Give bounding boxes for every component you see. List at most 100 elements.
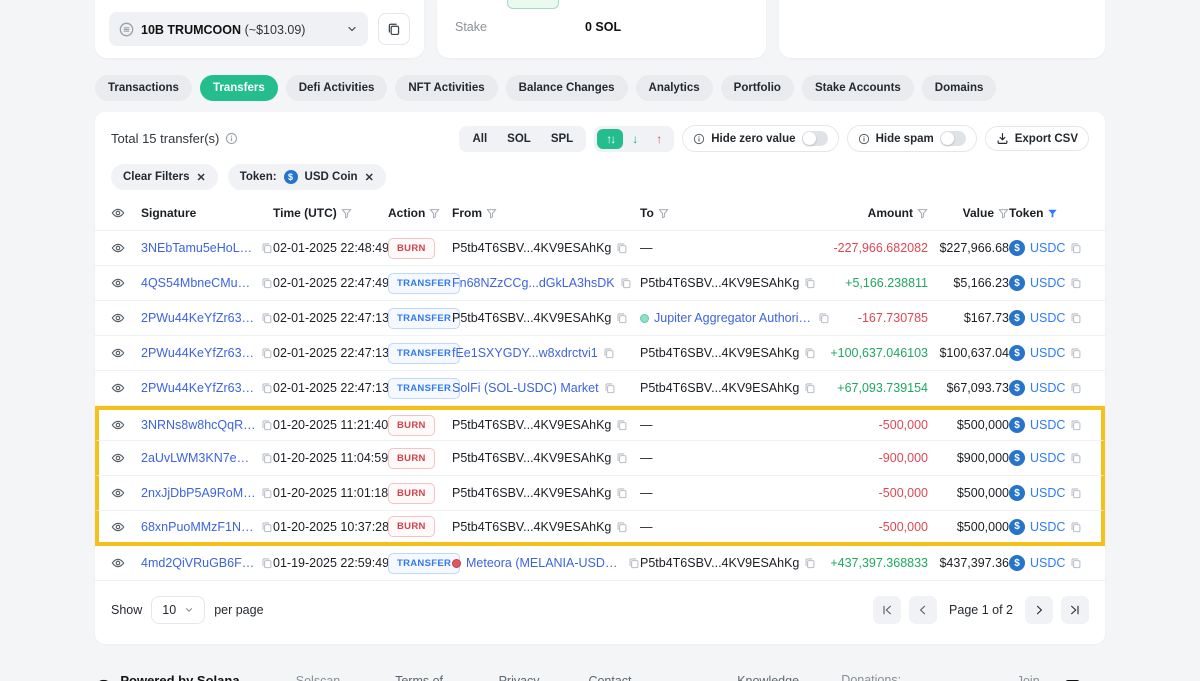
preview-eye-icon[interactable] bbox=[111, 346, 125, 360]
copy-icon[interactable] bbox=[1070, 419, 1082, 431]
token-link[interactable]: USDC bbox=[1030, 486, 1066, 500]
tab-analytics[interactable]: Analytics bbox=[635, 75, 713, 101]
preview-eye-icon[interactable] bbox=[111, 241, 125, 255]
copy-icon[interactable] bbox=[261, 277, 273, 289]
copy-icon[interactable] bbox=[804, 277, 816, 289]
type-option-all[interactable]: All bbox=[472, 132, 488, 145]
type-option-sol[interactable]: SOL bbox=[507, 132, 531, 145]
token-link[interactable]: USDC bbox=[1030, 241, 1066, 255]
preview-eye-icon[interactable] bbox=[111, 556, 125, 570]
preview-eye-icon[interactable] bbox=[111, 520, 125, 534]
hide-spam-pill[interactable]: Hide spam bbox=[846, 125, 977, 152]
token-link[interactable]: USDC bbox=[1030, 519, 1066, 534]
token-link[interactable]: USDC bbox=[1030, 556, 1066, 570]
copy-icon[interactable] bbox=[620, 277, 632, 289]
signature-link[interactable]: 3NEbTamu5eHoLQC... bbox=[141, 241, 256, 255]
tab-defi-activities[interactable]: Defi Activities bbox=[285, 75, 388, 101]
filter-icon[interactable] bbox=[917, 208, 928, 219]
copy-icon[interactable] bbox=[616, 452, 628, 464]
signature-link[interactable]: 68xnPuoMMzF1Nos... bbox=[141, 519, 256, 534]
copy-icon[interactable] bbox=[1070, 521, 1082, 533]
token-link[interactable]: USDC bbox=[1030, 381, 1066, 395]
copy-icon[interactable] bbox=[1070, 382, 1082, 394]
copy-icon[interactable] bbox=[1070, 452, 1082, 464]
copy-icon[interactable] bbox=[261, 382, 273, 394]
to-address[interactable]: P5tb4T6SBV...4KV9ESAhKg bbox=[640, 381, 800, 395]
copy-icon[interactable] bbox=[261, 487, 273, 499]
type-option-spl[interactable]: SPL bbox=[550, 132, 574, 145]
copy-icon[interactable] bbox=[804, 347, 816, 359]
copy-icon[interactable] bbox=[616, 312, 628, 324]
filter-icon[interactable] bbox=[658, 208, 669, 219]
preview-eye-icon[interactable] bbox=[111, 451, 125, 465]
copy-icon[interactable] bbox=[616, 419, 628, 431]
copy-icon[interactable] bbox=[261, 521, 273, 533]
copy-icon[interactable] bbox=[616, 242, 628, 254]
export-csv-button[interactable]: Export CSV bbox=[984, 126, 1089, 151]
copy-icon[interactable] bbox=[261, 312, 273, 324]
copy-icon[interactable] bbox=[1070, 277, 1082, 289]
from-address[interactable]: fEe1SXYGDY...w8xdrctvi1 bbox=[452, 346, 598, 360]
copy-icon[interactable] bbox=[261, 419, 273, 431]
first-page-button[interactable] bbox=[873, 596, 902, 624]
sort-in-button[interactable]: ↓ bbox=[632, 131, 639, 146]
copy-icon[interactable] bbox=[804, 557, 816, 569]
signature-link[interactable]: 3NRNs8w8hcQqRGH... bbox=[141, 418, 256, 432]
copy-icon[interactable] bbox=[261, 347, 273, 359]
copy-icon[interactable] bbox=[261, 242, 273, 254]
from-address[interactable]: P5tb4T6SBV...4KV9ESAhKg bbox=[452, 311, 612, 325]
token-link[interactable]: USDC bbox=[1030, 346, 1066, 360]
to-address[interactable]: P5tb4T6SBV...4KV9ESAhKg bbox=[640, 346, 800, 360]
filter-icon-active[interactable] bbox=[1047, 208, 1058, 219]
x-twitter-icon[interactable]: X bbox=[1064, 679, 1081, 681]
filter-icon[interactable] bbox=[486, 208, 497, 219]
tab-domains[interactable]: Domains bbox=[921, 75, 997, 101]
preview-eye-icon[interactable] bbox=[111, 486, 125, 500]
signature-link[interactable]: 4md2QiVRuGB6FQhf... bbox=[141, 556, 256, 570]
from-address[interactable]: P5tb4T6SBV...4KV9ESAhKg bbox=[452, 241, 612, 255]
from-address[interactable]: Fn68NZzCCg...dGkLA3hsDK bbox=[452, 276, 615, 290]
token-link[interactable]: USDC bbox=[1030, 418, 1066, 432]
copy-icon[interactable] bbox=[628, 557, 640, 569]
copy-icon[interactable] bbox=[616, 521, 628, 533]
copy-icon[interactable] bbox=[616, 487, 628, 499]
from-address[interactable]: P5tb4T6SBV...4KV9ESAhKg bbox=[452, 451, 612, 465]
signature-link[interactable]: 2nxJjDbP5A9RoMaN... bbox=[141, 486, 256, 500]
filter-icon[interactable] bbox=[998, 208, 1009, 219]
signature-link[interactable]: 2PWu44KeYfZr63V3... bbox=[141, 381, 256, 395]
token-link[interactable]: USDC bbox=[1030, 311, 1066, 325]
copy-icon[interactable] bbox=[1070, 312, 1082, 324]
close-icon[interactable]: ✕ bbox=[196, 171, 206, 184]
tab-transactions[interactable]: Transactions bbox=[95, 75, 192, 101]
signature-link[interactable]: 2PWu44KeYfZr63V3... bbox=[141, 346, 256, 360]
tab-nft-activities[interactable]: NFT Activities bbox=[395, 75, 498, 101]
tab-balance-changes[interactable]: Balance Changes bbox=[505, 75, 628, 101]
signature-link[interactable]: 4QS54MbneCMu2Tc... bbox=[141, 276, 256, 290]
sort-out-button[interactable]: ↑ bbox=[656, 131, 663, 146]
close-icon[interactable]: ✕ bbox=[364, 171, 374, 184]
hide-zero-toggle[interactable] bbox=[801, 131, 828, 146]
page-size-select[interactable]: 10 bbox=[151, 596, 206, 624]
from-address[interactable]: SolFi (SOL-USDC) Market bbox=[452, 381, 599, 395]
token-link[interactable]: USDC bbox=[1030, 276, 1066, 290]
to-address[interactable]: P5tb4T6SBV...4KV9ESAhKg bbox=[640, 276, 800, 290]
copy-icon[interactable] bbox=[1070, 347, 1082, 359]
preview-eye-icon[interactable] bbox=[111, 276, 125, 290]
copy-icon[interactable] bbox=[1070, 557, 1082, 569]
last-page-button[interactable] bbox=[1061, 596, 1089, 624]
filter-icon[interactable] bbox=[341, 208, 352, 219]
copy-icon[interactable] bbox=[1070, 242, 1082, 254]
from-address[interactable]: P5tb4T6SBV...4KV9ESAhKg bbox=[452, 418, 612, 432]
footer-link-privacy-policy[interactable]: Privacy Policy bbox=[498, 674, 540, 681]
from-address[interactable]: P5tb4T6SBV...4KV9ESAhKg bbox=[452, 519, 612, 534]
copy-account-button[interactable] bbox=[378, 13, 410, 45]
preview-eye-icon[interactable] bbox=[111, 381, 125, 395]
signature-link[interactable]: 2aUvLWM3KN7epdS... bbox=[141, 451, 256, 465]
hide-spam-toggle[interactable] bbox=[939, 131, 966, 146]
preview-eye-icon[interactable] bbox=[111, 311, 125, 325]
filter-icon[interactable] bbox=[429, 208, 440, 219]
copy-icon[interactable] bbox=[261, 452, 273, 464]
copy-icon[interactable] bbox=[818, 312, 830, 324]
copy-icon[interactable] bbox=[603, 347, 615, 359]
tab-portfolio[interactable]: Portfolio bbox=[720, 75, 794, 101]
